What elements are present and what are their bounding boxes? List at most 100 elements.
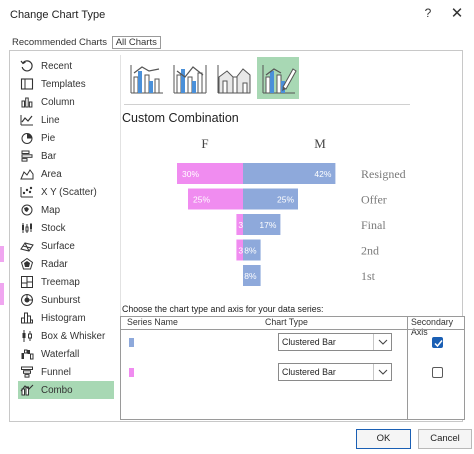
sidebar-item-radar[interactable]: Radar bbox=[18, 255, 114, 273]
sidebar-item-scatter[interactable]: X Y (Scatter) bbox=[18, 183, 114, 201]
sidebar-item-sunburst[interactable]: Sunburst bbox=[18, 291, 114, 309]
treemap-chart-icon bbox=[20, 275, 34, 289]
sidebar-item-line[interactable]: Line bbox=[18, 111, 114, 129]
sidebar-item-label: Bar bbox=[41, 150, 57, 162]
column-header-secondary-axis: Secondary Axis bbox=[411, 317, 454, 337]
sidebar-item-label: Histogram bbox=[41, 312, 86, 324]
clustered-column-line-secondary-axis-icon bbox=[173, 65, 207, 94]
sidebar-item-histogram[interactable]: Histogram bbox=[18, 309, 114, 327]
sidebar-item-label: Stock bbox=[41, 222, 66, 234]
stacked-area-clustered-column-thumbnail[interactable] bbox=[213, 57, 255, 99]
series-header-m: M bbox=[314, 136, 326, 151]
clustered-column-line-secondary-axis-thumbnail[interactable] bbox=[169, 57, 211, 99]
stock-chart-icon bbox=[20, 221, 34, 235]
chart-type-value: Clustered Bar bbox=[282, 367, 336, 377]
background-window-edge bbox=[0, 283, 4, 305]
map-chart-icon bbox=[20, 203, 34, 217]
ok-button[interactable]: OK bbox=[356, 429, 411, 449]
sidebar-item-stock[interactable]: Stock bbox=[18, 219, 114, 237]
sidebar-item-label: Pie bbox=[41, 132, 56, 144]
table-column-divider bbox=[407, 317, 408, 419]
sidebar-item-label: Radar bbox=[41, 258, 68, 270]
sidebar-item-box-whisker[interactable]: Box & Whisker bbox=[18, 327, 114, 345]
category-label: Final bbox=[361, 218, 386, 232]
recent-icon bbox=[20, 59, 34, 73]
sidebar-item-label: Sunburst bbox=[41, 294, 81, 306]
area-chart-icon bbox=[20, 167, 34, 181]
sidebar-item-templates[interactable]: Templates bbox=[18, 75, 114, 93]
chart-type-select-f[interactable]: Clustered Bar bbox=[278, 363, 392, 381]
category-label: Resigned bbox=[361, 167, 406, 181]
sidebar-item-pie[interactable]: Pie bbox=[18, 129, 114, 147]
bar-f bbox=[236, 239, 243, 261]
data-label-m: 25% bbox=[277, 195, 294, 205]
waterfall-chart-icon bbox=[20, 347, 34, 361]
bar-m bbox=[243, 265, 261, 286]
sidebar-item-waterfall[interactable]: Waterfall bbox=[18, 345, 114, 363]
tab-strip: Recommended Charts All Charts bbox=[10, 36, 161, 49]
custom-combination-thumbnail[interactable] bbox=[257, 57, 299, 99]
table-header-divider bbox=[121, 329, 464, 330]
dialog-body: Recent Templates Column Line Pie Bar Are… bbox=[9, 50, 465, 422]
templates-icon bbox=[20, 77, 34, 91]
sidebar-divider bbox=[120, 55, 121, 415]
sidebar-item-recent[interactable]: Recent bbox=[18, 57, 114, 75]
category-label: 2nd bbox=[361, 244, 379, 258]
sidebar-item-map[interactable]: Map bbox=[18, 201, 114, 219]
chevron-down-icon bbox=[373, 364, 391, 380]
scatter-chart-icon bbox=[20, 185, 34, 199]
sidebar-item-combo[interactable]: Combo bbox=[18, 381, 114, 399]
radar-chart-icon bbox=[20, 257, 34, 271]
help-button[interactable]: ? bbox=[424, 6, 432, 20]
chart-type-sidebar: Recent Templates Column Line Pie Bar Are… bbox=[18, 57, 114, 399]
sidebar-item-area[interactable]: Area bbox=[18, 165, 114, 183]
chart-type-value: Clustered Bar bbox=[282, 337, 336, 347]
data-label-m: 8% bbox=[244, 271, 257, 281]
sidebar-item-bar[interactable]: Bar bbox=[18, 147, 114, 165]
sidebar-item-label: Area bbox=[41, 168, 62, 180]
sidebar-item-label: Recent bbox=[41, 60, 73, 72]
series-table: Series Name Chart Type Secondary Axis Cl… bbox=[120, 316, 465, 420]
clustered-column-line-icon bbox=[130, 65, 163, 94]
close-button[interactable]: ✕ bbox=[450, 5, 464, 22]
pie-chart-icon bbox=[20, 131, 34, 145]
bar-chart-icon bbox=[20, 149, 34, 163]
sidebar-item-label: Column bbox=[41, 96, 75, 108]
sidebar-item-label: Line bbox=[41, 114, 60, 126]
box-whisker-chart-icon bbox=[20, 329, 34, 343]
tab-all-charts[interactable]: All Charts bbox=[111, 36, 161, 49]
secondary-axis-checkbox-f[interactable] bbox=[432, 367, 443, 378]
tab-recommended-charts[interactable]: Recommended Charts bbox=[12, 37, 108, 48]
custom-combination-icon bbox=[262, 65, 297, 94]
combo-chart-icon bbox=[20, 383, 34, 397]
bar-m bbox=[243, 239, 261, 261]
funnel-chart-icon bbox=[20, 365, 34, 379]
bar-m bbox=[243, 188, 298, 210]
data-label-m: 8% bbox=[244, 246, 257, 256]
sidebar-item-treemap[interactable]: Treemap bbox=[18, 273, 114, 291]
sidebar-item-label: Treemap bbox=[41, 276, 80, 288]
bar-m bbox=[243, 214, 281, 235]
data-label-m: 17% bbox=[259, 220, 276, 230]
series-swatch-m bbox=[129, 338, 134, 347]
data-label-f: 25% bbox=[193, 195, 210, 205]
gallery-divider bbox=[124, 104, 410, 105]
bar-f bbox=[236, 214, 243, 235]
sidebar-item-label: Waterfall bbox=[41, 348, 80, 360]
category-label: Offer bbox=[361, 193, 387, 207]
clustered-column-line-thumbnail[interactable] bbox=[125, 57, 167, 99]
data-label-m: 42% bbox=[314, 169, 331, 179]
sidebar-item-funnel[interactable]: Funnel bbox=[18, 363, 114, 381]
sidebar-item-label: Templates bbox=[41, 78, 86, 90]
series-panel-caption: Choose the chart type and axis for your … bbox=[122, 304, 324, 314]
title-bar: Change Chart Type ? ✕ bbox=[0, 0, 474, 30]
series-header-f: F bbox=[201, 136, 208, 151]
sidebar-item-column[interactable]: Column bbox=[18, 93, 114, 111]
sidebar-item-surface[interactable]: Surface bbox=[18, 237, 114, 255]
sidebar-item-label: Map bbox=[41, 204, 61, 216]
bar-m bbox=[243, 163, 336, 184]
cancel-button[interactable]: Cancel bbox=[418, 429, 472, 449]
chart-type-select-m[interactable]: Clustered Bar bbox=[278, 333, 392, 351]
secondary-axis-checkbox-m[interactable] bbox=[432, 337, 443, 348]
sidebar-item-label: Combo bbox=[41, 384, 73, 396]
